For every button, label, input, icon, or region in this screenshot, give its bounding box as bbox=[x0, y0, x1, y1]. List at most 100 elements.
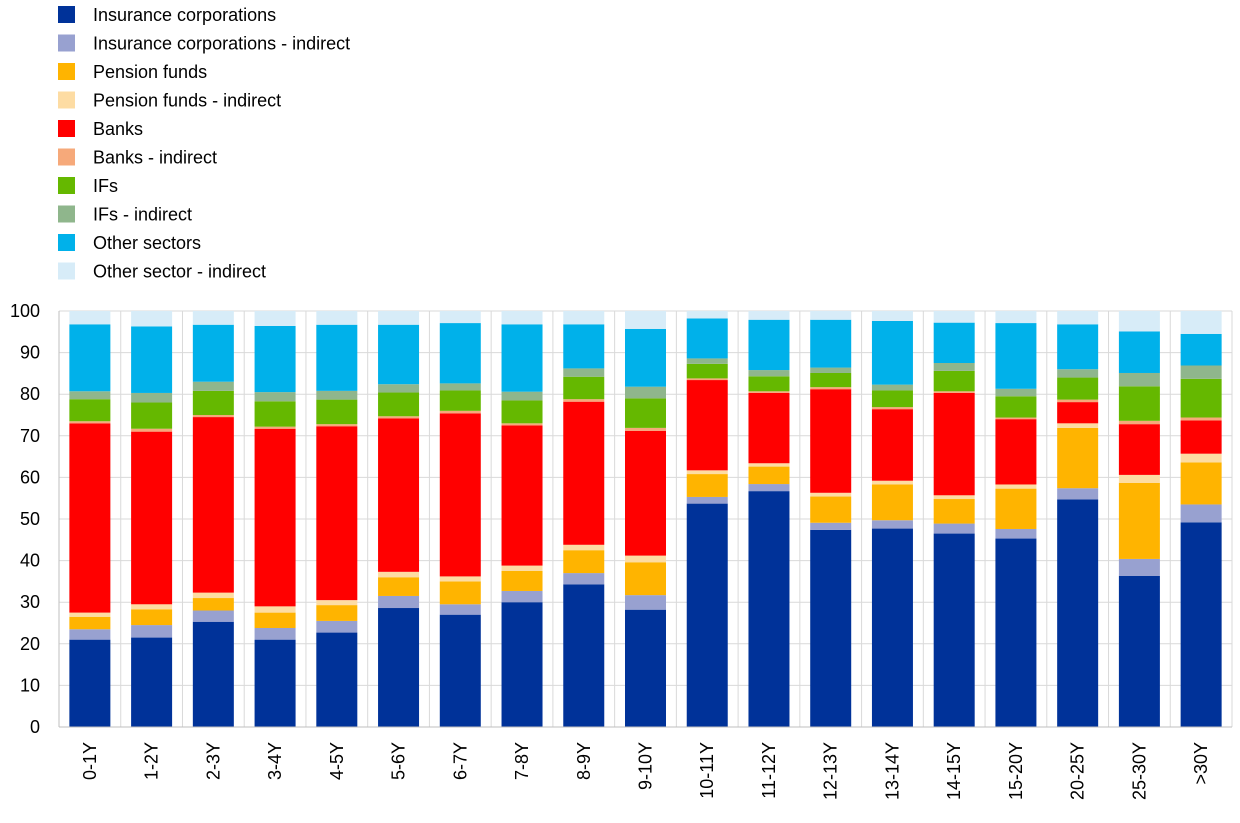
bar-segment bbox=[933, 363, 975, 371]
legend-label: Pension funds - indirect bbox=[93, 91, 281, 111]
bar-segment bbox=[625, 398, 666, 428]
bar-segment bbox=[69, 639, 111, 727]
bar-segment bbox=[933, 370, 975, 392]
legend-label: Pension funds bbox=[93, 62, 207, 82]
x-tick-label: >30Y bbox=[1191, 742, 1211, 785]
bar-segment bbox=[995, 419, 1037, 485]
bar-segment bbox=[316, 632, 358, 727]
bar-segment bbox=[1057, 399, 1099, 403]
legend-swatch bbox=[58, 6, 75, 23]
bar-segment bbox=[995, 484, 1037, 489]
x-tick-label: 12-13Y bbox=[821, 742, 841, 800]
bar-segment bbox=[1118, 558, 1160, 576]
bar-segment bbox=[501, 400, 543, 424]
legend-label: IFs bbox=[93, 176, 118, 196]
bar-segment bbox=[563, 401, 605, 545]
bar-segment bbox=[748, 484, 790, 492]
bar-segment bbox=[131, 625, 173, 638]
bar-segment bbox=[1118, 474, 1160, 483]
legend-label: Insurance corporations bbox=[93, 5, 276, 25]
bar-segment bbox=[995, 388, 1037, 397]
bar-segment bbox=[1118, 372, 1160, 387]
bar-segment bbox=[871, 320, 913, 385]
bar-segment bbox=[439, 576, 481, 582]
bar-segment bbox=[501, 571, 543, 591]
bar-segment bbox=[1057, 324, 1099, 370]
bar-segment bbox=[131, 392, 173, 403]
bar-segment bbox=[1180, 311, 1222, 334]
bar-segment bbox=[439, 581, 481, 605]
x-tick-label: 2-3Y bbox=[203, 742, 223, 780]
bar-segment bbox=[131, 637, 173, 727]
bar-segment bbox=[254, 392, 296, 402]
bar-segment bbox=[1057, 402, 1099, 424]
bar-segment bbox=[1057, 488, 1099, 500]
bar-segment bbox=[1118, 420, 1160, 425]
bar-segment bbox=[1118, 386, 1160, 421]
bar-segment bbox=[378, 311, 420, 325]
bar-segment bbox=[871, 480, 913, 485]
bar-segment bbox=[995, 488, 1037, 529]
y-tick-label: 0 bbox=[30, 717, 40, 737]
bar-segment bbox=[69, 421, 111, 424]
y-tick-label: 70 bbox=[20, 426, 40, 446]
bar-segment bbox=[871, 409, 913, 481]
bar-segment bbox=[748, 319, 790, 371]
bar-segment bbox=[563, 399, 605, 402]
bar-segment bbox=[192, 324, 234, 382]
x-tick-label: 0-1Y bbox=[80, 742, 100, 780]
bar-segment bbox=[995, 528, 1037, 539]
bar-segment bbox=[69, 391, 111, 400]
x-tick-label: 11-12Y bbox=[759, 742, 779, 799]
bar-segment bbox=[378, 608, 420, 727]
bar-segment bbox=[1180, 378, 1222, 418]
bar-segment bbox=[439, 413, 481, 577]
bar-segment bbox=[254, 311, 296, 326]
x-tick-label: 4-5Y bbox=[327, 742, 347, 780]
bar-segment bbox=[563, 573, 605, 585]
bar-segment bbox=[131, 609, 173, 626]
x-tick-label: 13-14Y bbox=[882, 742, 902, 800]
bar-segment bbox=[686, 363, 728, 379]
bar-segment bbox=[254, 612, 296, 628]
bar-segment bbox=[748, 491, 790, 727]
bar-segment bbox=[131, 431, 173, 605]
bar-segment bbox=[625, 609, 666, 727]
bar-segment bbox=[378, 577, 420, 596]
bar-segment bbox=[748, 376, 790, 392]
bar-segment bbox=[439, 390, 481, 411]
legend-swatch bbox=[58, 234, 75, 251]
x-tick-label: 7-8Y bbox=[512, 742, 532, 780]
x-tick-label: 20-25Y bbox=[1068, 742, 1088, 800]
x-axis: 0-1Y 1-2Y 2-3Y 3-4Y 4-5Y 5-6Y 6-7Y 7-8Y 8-9Y 9-10… bbox=[59, 726, 1232, 800]
bar-segment bbox=[316, 399, 358, 425]
bar-segment bbox=[254, 401, 296, 427]
y-tick-label: 30 bbox=[20, 592, 40, 612]
bar-segment bbox=[192, 610, 234, 622]
bar-segment bbox=[192, 621, 234, 727]
bar-segment bbox=[192, 417, 234, 593]
bar-segment bbox=[686, 378, 728, 381]
legend-label: Banks - indirect bbox=[93, 148, 217, 168]
bar-segment bbox=[871, 384, 913, 391]
bar-segment bbox=[810, 529, 852, 727]
bar-segment bbox=[1057, 369, 1099, 378]
bar-segment bbox=[1180, 462, 1222, 505]
y-tick-label: 40 bbox=[20, 551, 40, 571]
bar-segment bbox=[501, 324, 543, 392]
bar-segment bbox=[439, 383, 481, 391]
bar-segment bbox=[501, 590, 543, 603]
bar-segment bbox=[1118, 482, 1160, 559]
legend-swatch bbox=[58, 63, 75, 80]
bar-segment bbox=[254, 426, 296, 429]
bar-segment bbox=[1180, 417, 1222, 421]
y-tick-label: 60 bbox=[20, 467, 40, 487]
bar-segment bbox=[686, 503, 728, 727]
bar-segment bbox=[254, 606, 296, 613]
bar-segment bbox=[871, 390, 913, 408]
x-tick-label: 14-15Y bbox=[944, 742, 964, 800]
bar-segment bbox=[378, 416, 420, 419]
bar-segment bbox=[686, 496, 728, 504]
legend-label: Other sector - indirect bbox=[93, 262, 266, 282]
